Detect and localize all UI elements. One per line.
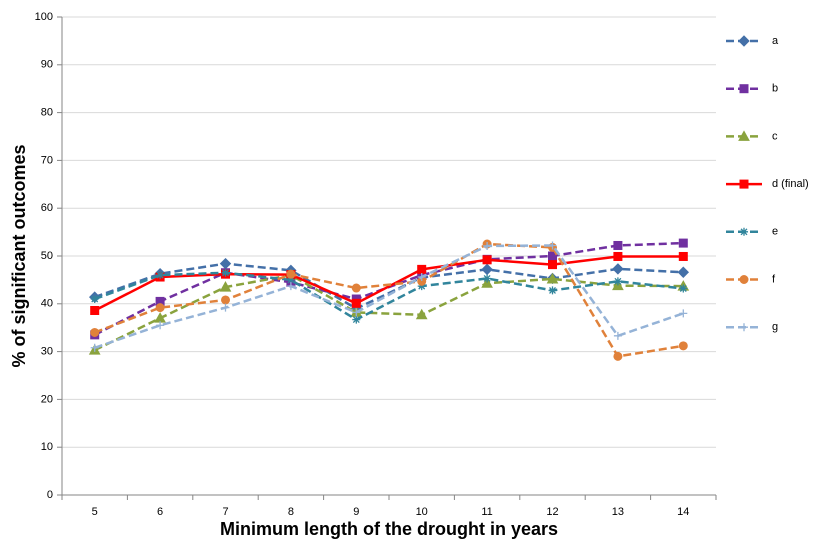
series (90, 268, 688, 324)
marker (352, 308, 361, 317)
marker (677, 266, 690, 278)
marker (546, 272, 559, 284)
marker (482, 255, 492, 265)
marker (351, 298, 361, 308)
marker (613, 251, 623, 261)
line (94, 242, 684, 358)
legend-label: a (772, 35, 779, 47)
marker (286, 275, 295, 284)
marker (483, 274, 492, 283)
line (94, 241, 684, 336)
x-axis-title: Minimum length of the drought in years (220, 519, 558, 539)
line (94, 255, 684, 312)
marker (613, 240, 623, 250)
marker (548, 241, 557, 250)
x-tick-label: 8 (288, 506, 294, 518)
y-tick-label: 80 (41, 107, 53, 119)
marker (548, 260, 557, 270)
x-tick-label: 11 (481, 506, 492, 518)
marker (678, 251, 688, 261)
marker (221, 303, 230, 312)
marker (548, 251, 557, 261)
y-tick-label: 10 (41, 441, 53, 453)
marker (155, 303, 165, 313)
line (94, 271, 684, 322)
marker (221, 295, 230, 305)
marker (739, 84, 749, 94)
legend-label: f (772, 273, 776, 285)
x-tick-label: 6 (157, 506, 163, 518)
series (88, 269, 690, 355)
marker (739, 275, 749, 284)
marker (417, 282, 426, 291)
marker (678, 238, 688, 248)
marker (738, 130, 750, 141)
marker (286, 269, 296, 279)
marker (90, 343, 99, 352)
marker (415, 308, 428, 320)
marker (483, 241, 492, 250)
marker (740, 323, 748, 332)
marker (613, 331, 622, 340)
marker (90, 295, 99, 304)
y-tick-label: 100 (35, 11, 53, 23)
marker (90, 305, 100, 315)
marker (613, 277, 622, 286)
line (94, 244, 684, 349)
marker (481, 277, 493, 288)
marker (351, 283, 361, 293)
marker (156, 321, 165, 330)
marker (286, 282, 295, 291)
y-tick-label: 30 (41, 346, 53, 358)
marker (679, 284, 688, 293)
y-tick-label: 90 (41, 59, 53, 71)
legend-label: c (772, 130, 778, 142)
x-tick-label: 12 (546, 506, 558, 518)
line (94, 262, 684, 310)
marker (219, 281, 232, 292)
x-tick-label: 10 (416, 506, 428, 518)
marker (738, 35, 750, 47)
x-tick-label: 9 (353, 506, 359, 518)
y-tick-label: 50 (41, 250, 53, 262)
marker (156, 271, 165, 280)
marker (219, 257, 232, 270)
legend-label: e (772, 226, 778, 238)
x-tick-label: 5 (92, 506, 98, 518)
marker (417, 264, 427, 274)
marker (740, 227, 748, 236)
y-axis-title: % of significant outcomes (9, 144, 29, 367)
y-tick-label: 40 (41, 298, 53, 310)
legend-label: d (final) (772, 178, 809, 190)
y-tick-label: 60 (41, 202, 53, 214)
marker (679, 309, 688, 318)
legend-label: g (772, 321, 778, 333)
x-tick-label: 14 (677, 506, 689, 518)
marker (481, 263, 493, 276)
marker (417, 273, 426, 282)
y-tick-label: 0 (47, 489, 53, 501)
y-tick-label: 70 (41, 154, 53, 166)
marker (90, 327, 100, 337)
series (90, 241, 688, 352)
marker (352, 315, 361, 324)
marker (613, 351, 623, 361)
marker (678, 341, 688, 351)
marker (548, 286, 557, 295)
marker (612, 263, 624, 275)
marker (221, 268, 230, 277)
legend-label: b (772, 83, 778, 95)
x-tick-label: 7 (222, 506, 228, 518)
marker (739, 179, 749, 189)
y-tick-label: 20 (41, 393, 53, 405)
x-tick-label: 13 (612, 506, 624, 518)
